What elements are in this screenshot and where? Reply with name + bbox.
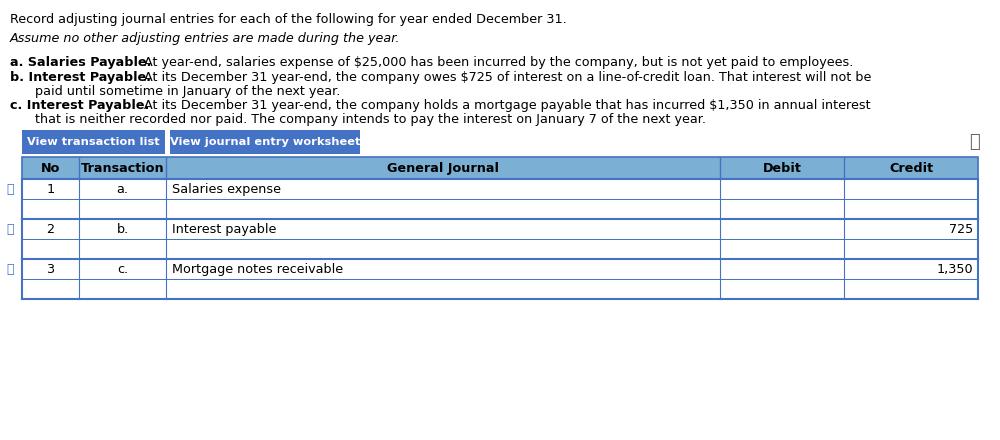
Text: a. Salaries Payable.: a. Salaries Payable.: [10, 56, 151, 69]
Text: Credit: Credit: [889, 161, 933, 175]
Text: b. Interest Payable.: b. Interest Payable.: [10, 71, 151, 84]
Bar: [22, 199, 978, 219]
Text: View transaction list: View transaction list: [27, 137, 160, 147]
Text: ⟋: ⟋: [6, 223, 14, 235]
Text: Interest payable: Interest payable: [172, 223, 276, 235]
Text: Assume no other adjusting entries are made during the year.: Assume no other adjusting entries are ma…: [10, 32, 400, 45]
Text: No: No: [41, 161, 60, 175]
Bar: [22, 239, 978, 259]
Text: 1: 1: [46, 183, 55, 195]
Bar: [22, 259, 978, 279]
Text: 1,350: 1,350: [936, 263, 973, 275]
Bar: [22, 130, 165, 154]
Text: c.: c.: [117, 263, 128, 275]
Bar: [22, 157, 978, 179]
Text: ⟋: ⟋: [6, 263, 14, 275]
Text: paid until sometime in January of the next year.: paid until sometime in January of the ne…: [35, 85, 340, 98]
Text: Salaries expense: Salaries expense: [172, 183, 281, 195]
Text: At its December 31 year-end, the company owes $725 of interest on a line-of-cred: At its December 31 year-end, the company…: [140, 71, 871, 84]
Text: At its December 31 year-end, the company holds a mortgage payable that has incur: At its December 31 year-end, the company…: [140, 99, 871, 112]
Bar: [22, 219, 978, 239]
Text: 3: 3: [46, 263, 55, 275]
Text: View journal entry worksheet: View journal entry worksheet: [170, 137, 360, 147]
Text: a.: a.: [116, 183, 128, 195]
Text: Debit: Debit: [763, 161, 801, 175]
Text: At year-end, salaries expense of $25,000 has been incurred by the company, but i: At year-end, salaries expense of $25,000…: [140, 56, 853, 69]
Text: Mortgage notes receivable: Mortgage notes receivable: [172, 263, 343, 275]
Text: 2: 2: [46, 223, 54, 235]
Bar: [22, 279, 978, 299]
Text: Ⓧ: Ⓧ: [970, 133, 980, 151]
Bar: [170, 130, 360, 154]
Text: c. Interest Payable.: c. Interest Payable.: [10, 99, 149, 112]
Text: Record adjusting journal entries for each of the following for year ended Decemb: Record adjusting journal entries for eac…: [10, 13, 567, 26]
Text: 725: 725: [949, 223, 973, 235]
Bar: [22, 179, 978, 199]
Text: b.: b.: [116, 223, 129, 235]
Text: that is neither recorded nor paid. The company intends to pay the interest on Ja: that is neither recorded nor paid. The c…: [35, 113, 706, 126]
Text: ⟋: ⟋: [6, 183, 14, 195]
Text: General Journal: General Journal: [387, 161, 499, 175]
Text: Transaction: Transaction: [81, 161, 164, 175]
